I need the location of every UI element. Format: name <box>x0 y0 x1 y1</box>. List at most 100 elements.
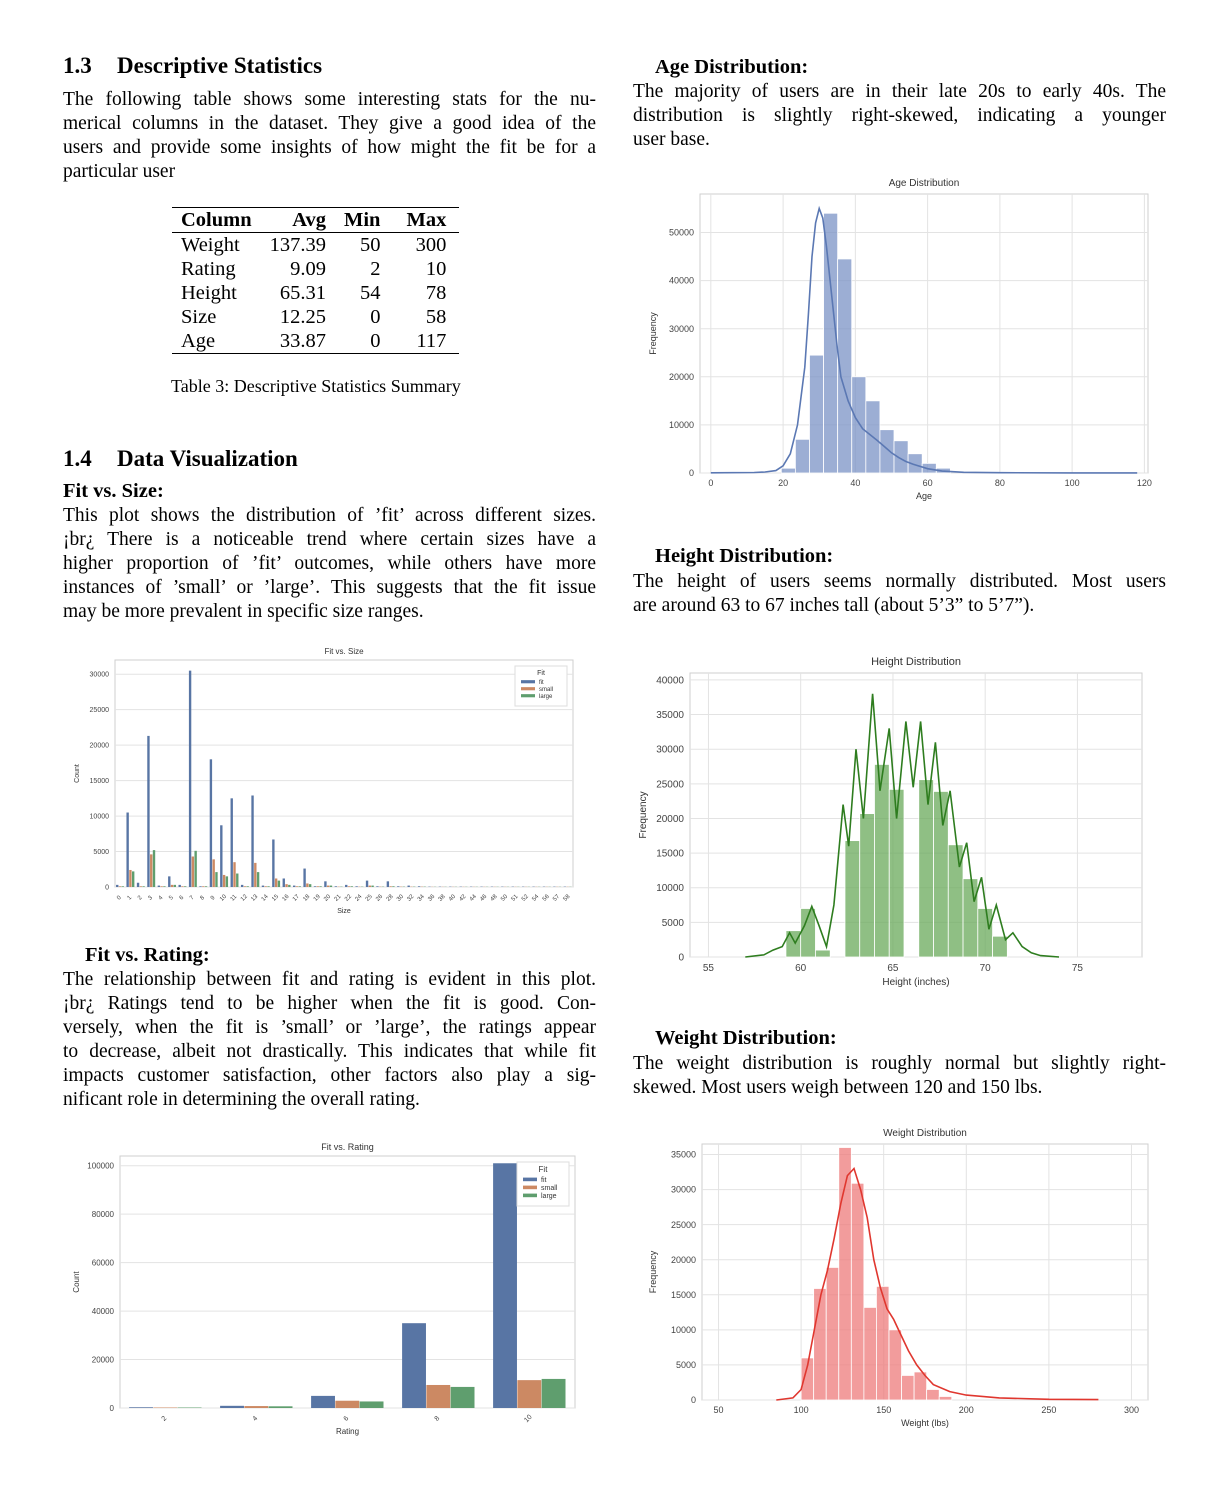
age-paragraph: The majority of users are in their late … <box>633 80 1166 152</box>
paragraph-line: instances of ’small’ or ’large’. This su… <box>63 577 596 598</box>
bar-small <box>244 1406 269 1408</box>
bar-small <box>170 884 174 887</box>
y-tick-label: 100000 <box>87 1161 114 1170</box>
bar-small <box>181 886 184 887</box>
bar-fit <box>178 884 181 887</box>
x-tick-label: 3 <box>147 895 154 902</box>
bar-small <box>222 874 226 887</box>
x-tick-label: 52 <box>521 893 530 902</box>
legend-label-large: large <box>541 1193 557 1200</box>
paragraph-line: higher proportion of ’fit’ outcomes, whi… <box>63 553 596 574</box>
section-title: Data Visualization <box>117 446 298 471</box>
bar-small <box>285 884 288 887</box>
x-tick-label: 10 <box>219 893 228 902</box>
bar-large <box>184 886 187 887</box>
table-header: Avg <box>292 209 327 231</box>
paragraph-line: users and provide some insights of how m… <box>63 137 596 158</box>
bar-large <box>256 872 260 887</box>
bar-small <box>426 1384 451 1408</box>
paragraph-line: ¡br¿ Ratings tend to be higher when the … <box>63 993 596 1014</box>
y-tick-label: 20000 <box>671 1255 696 1265</box>
bar-large <box>329 885 333 887</box>
histogram-bar <box>859 813 875 958</box>
x-tick-label: 60 <box>795 963 807 974</box>
bar-small <box>306 883 309 887</box>
y-tick-label: 20000 <box>90 743 110 750</box>
x-tick-label: 2 <box>137 895 144 902</box>
y-axis-label: Frequency <box>648 1250 658 1293</box>
x-tick-label: 70 <box>980 963 992 974</box>
x-tick-label: 6 <box>343 1415 351 1423</box>
paragraph-line: The relationship between fit and rating … <box>63 969 596 990</box>
y-tick-label: 0 <box>105 884 109 891</box>
y-tick-label: 30000 <box>671 1185 696 1195</box>
histogram-bar <box>823 212 839 474</box>
bar-fit <box>136 882 140 887</box>
bar-fit <box>397 886 400 887</box>
y-tick-label: 60000 <box>92 1258 115 1267</box>
paragraph-line: ¡br¿ There is a noticeable trend where c… <box>63 529 596 550</box>
legend-box <box>514 665 568 707</box>
table-cell: 117 <box>416 330 447 352</box>
x-tick-label: 38 <box>438 893 447 902</box>
x-tick-label: 20 <box>323 893 332 902</box>
legend-label-large: large <box>539 694 553 700</box>
bar-small <box>212 859 215 887</box>
x-tick-label: 18 <box>302 893 311 902</box>
chart-title: Fit vs. Rating <box>321 1142 374 1152</box>
histogram-bar <box>918 779 934 958</box>
x-tick-label: 8 <box>434 1415 442 1423</box>
histogram-bar <box>901 1375 915 1401</box>
fit-size-paragraph: This plot shows the distribution of ’fit… <box>63 504 596 624</box>
y-tick-label: 5000 <box>662 918 685 929</box>
legend-swatch-fit <box>523 1177 537 1182</box>
y-tick-label: 15000 <box>90 778 110 785</box>
x-axis-label: Rating <box>336 1427 359 1436</box>
histogram-bar <box>977 908 993 958</box>
weight-distribution-chart: 0 5000 10000 15000 20000 25000 30000 35000 50 100… <box>648 1128 1149 1428</box>
x-tick-label: 80 <box>995 478 1005 488</box>
y-tick-label: 40000 <box>656 675 684 686</box>
table-cell: 33.87 <box>279 330 327 352</box>
bar-fit <box>129 1407 153 1408</box>
x-tick-label: 32 <box>406 893 415 902</box>
histogram-bar <box>837 258 853 474</box>
y-tick-label: 40000 <box>92 1307 115 1316</box>
paragraph-line: particular user <box>63 161 176 182</box>
x-tick-label: 9 <box>210 895 217 902</box>
height-distribution-chart: 0 5000 10000 15000 20000 25000 30000 35000 40000… <box>638 656 1143 988</box>
bar-fit <box>402 1323 426 1408</box>
bar-small <box>254 862 257 887</box>
y-tick-label: 35000 <box>656 710 684 721</box>
x-tick-label: 13 <box>250 893 259 902</box>
x-tick-label: 17 <box>292 893 301 902</box>
plot-area <box>701 1143 1149 1401</box>
bar-fit <box>493 1163 517 1408</box>
x-tick-label: 65 <box>887 963 899 974</box>
x-tick-label: 56 <box>542 893 551 902</box>
y-tick-label: 25000 <box>671 1220 696 1230</box>
x-tick-label: 6 <box>179 895 186 902</box>
y-axis-label: Frequency <box>638 791 649 838</box>
histogram-bar <box>888 788 905 958</box>
bar-fit <box>220 1405 244 1408</box>
bar-large <box>246 886 249 887</box>
y-tick-label: 40000 <box>669 276 694 286</box>
y-axis-label: Count <box>74 764 81 783</box>
bar-large <box>225 876 229 887</box>
histogram-bar <box>813 1288 827 1401</box>
table-cell: Age <box>181 330 216 352</box>
paragraph-line: nificant role in determining the overall… <box>63 1089 420 1110</box>
bar-small <box>274 878 278 887</box>
x-axis-label: Height (inches) <box>882 977 949 988</box>
section-number: 1.4 <box>63 446 92 471</box>
histogram-bar <box>863 1307 877 1401</box>
table-cell: 54 <box>359 282 381 304</box>
x-axis-label: Size <box>337 908 351 915</box>
x-tick-label: 42 <box>459 893 468 902</box>
bar-small <box>191 856 195 887</box>
bar-large <box>215 872 218 887</box>
paragraph-line: may be more prevalent in specific size r… <box>63 601 424 622</box>
table-cell: 2 <box>370 258 381 280</box>
histogram-bar <box>962 878 979 958</box>
